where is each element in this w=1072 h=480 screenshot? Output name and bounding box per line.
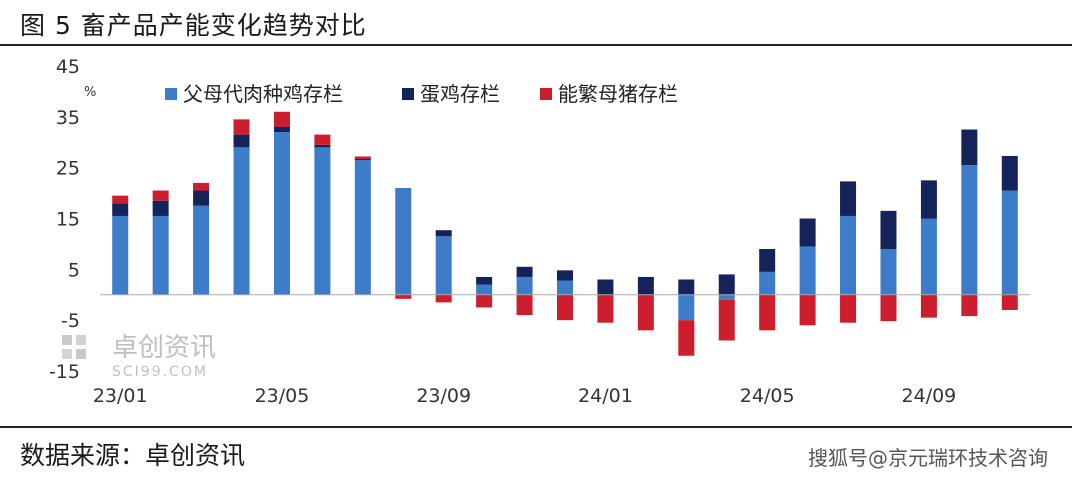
- bar-segment-sow-23/07: [354, 156, 371, 160]
- bar-segment-broiler-breeder-24/09: [920, 218, 937, 295]
- legend-swatch: [540, 88, 552, 100]
- bar-segment-layer-23/12: [557, 270, 573, 281]
- bar-segment-broiler-breeder-23/11: [516, 276, 533, 295]
- bar-segment-sow-24/09: [920, 294, 937, 318]
- bar-segment-layer-24/01: [597, 279, 614, 295]
- bar-segment-layer-23/11: [516, 266, 533, 277]
- legend-label: 能繁母猪存栏: [558, 82, 678, 106]
- bar-segment-sow-24/08: [880, 294, 897, 322]
- bar-segment-sow-24/03: [678, 320, 695, 356]
- bar-segment-layer-23/03: [193, 190, 210, 206]
- y-unit-label: %: [84, 85, 96, 100]
- bar-segment-sow-24/04: [718, 299, 735, 341]
- bar-segment-layer-23/09: [435, 230, 452, 237]
- bar-segment-sow-24/02: [637, 294, 654, 331]
- bar-segment-sow-23/09: [435, 294, 452, 303]
- bar-segment-sow-24/06: [799, 294, 816, 326]
- bar-segment-broiler-breeder-24/06: [799, 246, 816, 295]
- bar-segment-sow-24/07: [840, 294, 857, 323]
- bar-segment-layer-24/04: [718, 274, 735, 295]
- bar-segment-broiler-breeder-23/03: [193, 205, 210, 295]
- bars-layer: [112, 111, 1018, 356]
- watermark-en: SCI99.COM: [112, 364, 208, 380]
- watermark-cn: 卓创资讯: [112, 333, 216, 363]
- credit-text: 搜狐号@京元瑞环技术咨询: [808, 446, 1048, 470]
- bar-segment-layer-23/01: [112, 203, 129, 216]
- bar-segment-sow-23/05: [273, 111, 290, 127]
- bar-segment-broiler-breeder-24/11: [1001, 190, 1018, 295]
- bar-segment-sow-23/04: [233, 119, 250, 135]
- bar-segment-broiler-breeder-23/04: [233, 147, 250, 295]
- bar-segment-layer-23/02: [152, 200, 169, 216]
- data-source: 数据来源：卓创资讯: [20, 441, 246, 470]
- bar-segment-layer-23/05: [273, 127, 290, 133]
- bar-segment-broiler-breeder-24/10: [961, 165, 978, 295]
- footer: 数据来源：卓创资讯 搜狐号@京元瑞环技术咨询: [0, 426, 1072, 480]
- bar-segment-sow-24/10: [961, 294, 978, 317]
- bar-segment-layer-24/10: [961, 129, 978, 166]
- bar-segment-broiler-breeder-23/06: [314, 147, 331, 295]
- y-tick-label: 15: [56, 209, 80, 231]
- legend-swatch: [402, 88, 414, 100]
- y-tick-label: 35: [56, 107, 80, 129]
- x-tick-label: 24/01: [578, 385, 633, 407]
- bar-segment-sow-23/01: [112, 195, 129, 204]
- bar-segment-broiler-breeder-24/07: [840, 215, 857, 295]
- bar-segment-sow-23/11: [516, 294, 533, 316]
- bar-segment-broiler-breeder-23/01: [112, 215, 129, 295]
- x-tick-label: 23/01: [93, 385, 148, 407]
- bar-segment-broiler-breeder-23/12: [557, 280, 573, 295]
- bar-segment-layer-24/05: [759, 249, 776, 272]
- bar-segment-layer-24/11: [1001, 155, 1018, 191]
- bar-segment-sow-23/10: [476, 294, 493, 308]
- bar-segment-sow-24/05: [759, 294, 776, 331]
- bar-segment-sow-24/11: [1001, 294, 1018, 310]
- bar-segment-layer-24/02: [637, 276, 654, 295]
- y-tick-label: -5: [61, 310, 80, 332]
- bar-segment-layer-24/08: [880, 210, 897, 249]
- x-tick-label: 23/05: [255, 385, 310, 407]
- bar-segment-layer-23/04: [233, 134, 250, 148]
- watermark: 卓创资讯 SCI99.COM: [62, 333, 216, 380]
- bar-segment-sow-23/06: [314, 134, 331, 145]
- bar-segment-sow-23/12: [557, 294, 573, 321]
- bar-segment-layer-24/06: [799, 218, 816, 247]
- x-tick-label: 24/09: [902, 385, 957, 407]
- bar-segment-layer-24/09: [920, 180, 937, 219]
- page-title: 图 5 畜产品产能变化趋势对比: [20, 11, 367, 40]
- bar-segment-sow-23/08: [395, 294, 412, 299]
- y-tick-label: 25: [56, 158, 80, 180]
- bar-segment-sow-24/01: [597, 294, 614, 323]
- legend: 父母代肉种鸡存栏 蛋鸡存栏 能繁母猪存栏: [165, 82, 678, 106]
- title-bar: 图 5 畜产品产能变化趋势对比: [0, 0, 1072, 46]
- bar-segment-sow-23/03: [193, 182, 210, 191]
- y-tick-label: 45: [56, 56, 80, 78]
- legend-label: 蛋鸡存栏: [420, 82, 500, 106]
- bar-segment-broiler-breeder-23/10: [476, 284, 493, 295]
- y-tick-label: 5: [68, 259, 80, 281]
- bar-segment-layer-23/06: [314, 144, 331, 148]
- bar-segment-broiler-breeder-23/09: [435, 236, 452, 295]
- bar-segment-broiler-breeder-23/02: [152, 215, 169, 295]
- bar-segment-broiler-breeder-24/03: [678, 294, 695, 321]
- bar-segment-layer-24/07: [840, 181, 857, 216]
- bar-segment-layer-23/07: [354, 159, 371, 161]
- bar-segment-broiler-breeder-24/08: [880, 249, 897, 295]
- bar-segment-layer-23/10: [476, 276, 493, 285]
- y-axis: 45 35 25 15 5 -5 -15%: [49, 56, 96, 383]
- bar-segment-layer-24/03: [678, 279, 695, 295]
- bar-segment-broiler-breeder-23/07: [354, 160, 371, 295]
- bar-segment-broiler-breeder-24/04: [718, 294, 735, 300]
- bar-segment-sow-23/02: [152, 190, 169, 201]
- legend-label: 父母代肉种鸡存栏: [183, 82, 343, 106]
- bar-segment-broiler-breeder-23/05: [273, 132, 290, 295]
- x-axis: 23/01 23/05 23/09 24/01 24/05 24/09: [93, 294, 1030, 407]
- x-tick-label: 24/05: [740, 385, 795, 407]
- bar-segment-broiler-breeder-23/08: [395, 188, 412, 295]
- bar-segment-broiler-breeder-24/05: [759, 271, 776, 295]
- legend-swatch: [165, 88, 177, 100]
- y-tick-label: -15: [49, 361, 80, 383]
- x-tick-label: 23/09: [416, 385, 471, 407]
